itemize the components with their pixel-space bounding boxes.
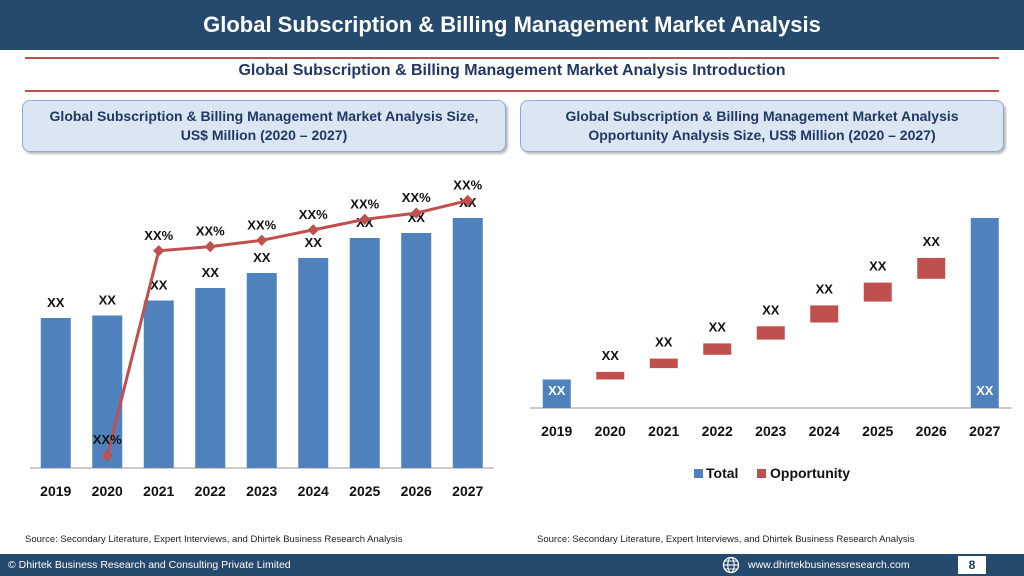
x-tick-2021: 2021 — [143, 483, 174, 499]
bar-label-2024: XX — [305, 235, 323, 250]
total-bar-2027 — [970, 218, 999, 408]
opportunity-label-2025: XX — [869, 259, 887, 274]
right-panel-heading: Global Subscription & Billing Management… — [520, 100, 1004, 152]
x-tick-2027: 2027 — [452, 483, 483, 499]
left-source-note: Source: Secondary Literature, Expert Int… — [25, 534, 403, 545]
top-divider — [25, 57, 999, 59]
x-tick-2023: 2023 — [246, 483, 277, 499]
x-tick-2019: 2019 — [40, 483, 71, 499]
left-heading-line2: US$ Million (2020 – 2027) — [180, 127, 348, 143]
x-tick-2026: 2026 — [916, 423, 947, 439]
opportunity-bar-2023 — [756, 326, 785, 340]
right-heading-line2: Opportunity Analysis Size, US$ Million (… — [588, 127, 936, 143]
legend-label-opportunity: Opportunity — [770, 465, 850, 481]
x-tick-2022: 2022 — [195, 483, 226, 499]
growth-point-2024 — [307, 224, 319, 236]
growth-label-2020: XX% — [93, 432, 122, 447]
page-title: Global Subscription & Billing Management… — [203, 12, 821, 37]
growth-label-2026: XX% — [402, 190, 431, 205]
opportunity-bar-2026 — [917, 257, 946, 279]
right-source-note: Source: Secondary Literature, Expert Int… — [537, 534, 915, 545]
opportunity-label-2022: XX — [709, 319, 727, 334]
left-panel-heading: Global Subscription & Billing Management… — [22, 100, 506, 152]
page-number: 8 — [958, 556, 986, 574]
growth-label-2025: XX% — [350, 196, 379, 211]
opportunity-label-2026: XX — [923, 234, 941, 249]
legend-label-total: Total — [706, 465, 738, 481]
bar-2026 — [401, 233, 432, 468]
growth-label-2027: XX% — [453, 178, 482, 193]
opportunity-bar-2022 — [703, 343, 732, 355]
opportunity-chart: XX 2019 XX 2020 XX 2021 XX 2022 XX 2023 XX 2024 XX 20… — [530, 218, 1012, 481]
bar-2021 — [143, 300, 174, 468]
growth-label-2024: XX% — [299, 207, 328, 222]
left-heading-line1: Global Subscription & Billing Management… — [49, 108, 479, 124]
footer-website-link[interactable]: www.dhirtekbusinessresearch.com — [748, 559, 910, 571]
bar-label-2021: XX — [150, 278, 168, 293]
x-tick-2023: 2023 — [755, 423, 786, 439]
x-tick-2020: 2020 — [595, 423, 626, 439]
x-tick-2024: 2024 — [809, 423, 840, 439]
growth-label-2021: XX% — [144, 228, 173, 243]
bar-label-2019: XX — [47, 295, 65, 310]
growth-label-2023: XX% — [247, 217, 276, 232]
growth-point-2022 — [204, 240, 216, 253]
bar-label-2020: XX — [99, 293, 117, 308]
x-tick-2022: 2022 — [702, 423, 733, 439]
total-label-2019: XX — [548, 383, 566, 398]
globe-icon — [722, 556, 740, 574]
page-header: Global Subscription & Billing Management… — [0, 0, 1024, 50]
bar-2024 — [298, 258, 329, 468]
x-tick-2020: 2020 — [92, 483, 123, 499]
opportunity-label-2024: XX — [816, 281, 834, 296]
opportunity-bar-2020 — [596, 371, 625, 380]
section-subtitle: Global Subscription & Billing Management… — [238, 62, 786, 79]
opportunity-label-2020: XX — [602, 348, 620, 363]
growth-point-2021 — [153, 245, 165, 257]
x-tick-2021: 2021 — [648, 423, 679, 439]
legend-swatch-opportunity — [757, 469, 766, 478]
growth-point-2023 — [256, 234, 268, 246]
x-tick-2024: 2024 — [298, 483, 329, 499]
opportunity-bar-2025 — [863, 282, 892, 302]
legend-swatch-total — [694, 469, 703, 478]
x-tick-2025: 2025 — [349, 483, 380, 499]
total-label-2027: XX — [976, 383, 994, 398]
footer-copyright: © Dhirtek Business Research and Consulti… — [8, 559, 291, 571]
bar-2019 — [40, 318, 71, 468]
x-tick-2019: 2019 — [541, 423, 572, 439]
bar-2022 — [195, 288, 226, 468]
bar-2020 — [92, 315, 123, 468]
opportunity-label-2023: XX — [762, 302, 780, 317]
opportunity-bar-2021 — [649, 358, 678, 369]
bar-2023 — [246, 273, 277, 468]
bar-label-2022: XX — [202, 265, 220, 280]
total-bar-2019 — [542, 379, 571, 408]
growth-label-2022: XX% — [196, 224, 225, 239]
x-tick-2026: 2026 — [401, 483, 432, 499]
growth-line — [105, 199, 469, 457]
opportunity-bar-2024 — [810, 305, 839, 323]
footer-bar: © Dhirtek Business Research and Consulti… — [0, 554, 1024, 576]
subtitle-divider — [25, 90, 999, 92]
opportunity-label-2021: XX — [655, 335, 673, 350]
bar-2027 — [452, 218, 483, 468]
bar-2025 — [349, 238, 380, 468]
right-heading-line1: Global Subscription & Billing Management… — [565, 108, 959, 124]
x-tick-2025: 2025 — [862, 423, 893, 439]
x-tick-2027: 2027 — [969, 423, 1000, 439]
market-size-chart: XX2019XX2020XX2021XX2022XX2023XX2024XX20… — [30, 178, 494, 499]
bar-label-2023: XX — [253, 250, 271, 265]
